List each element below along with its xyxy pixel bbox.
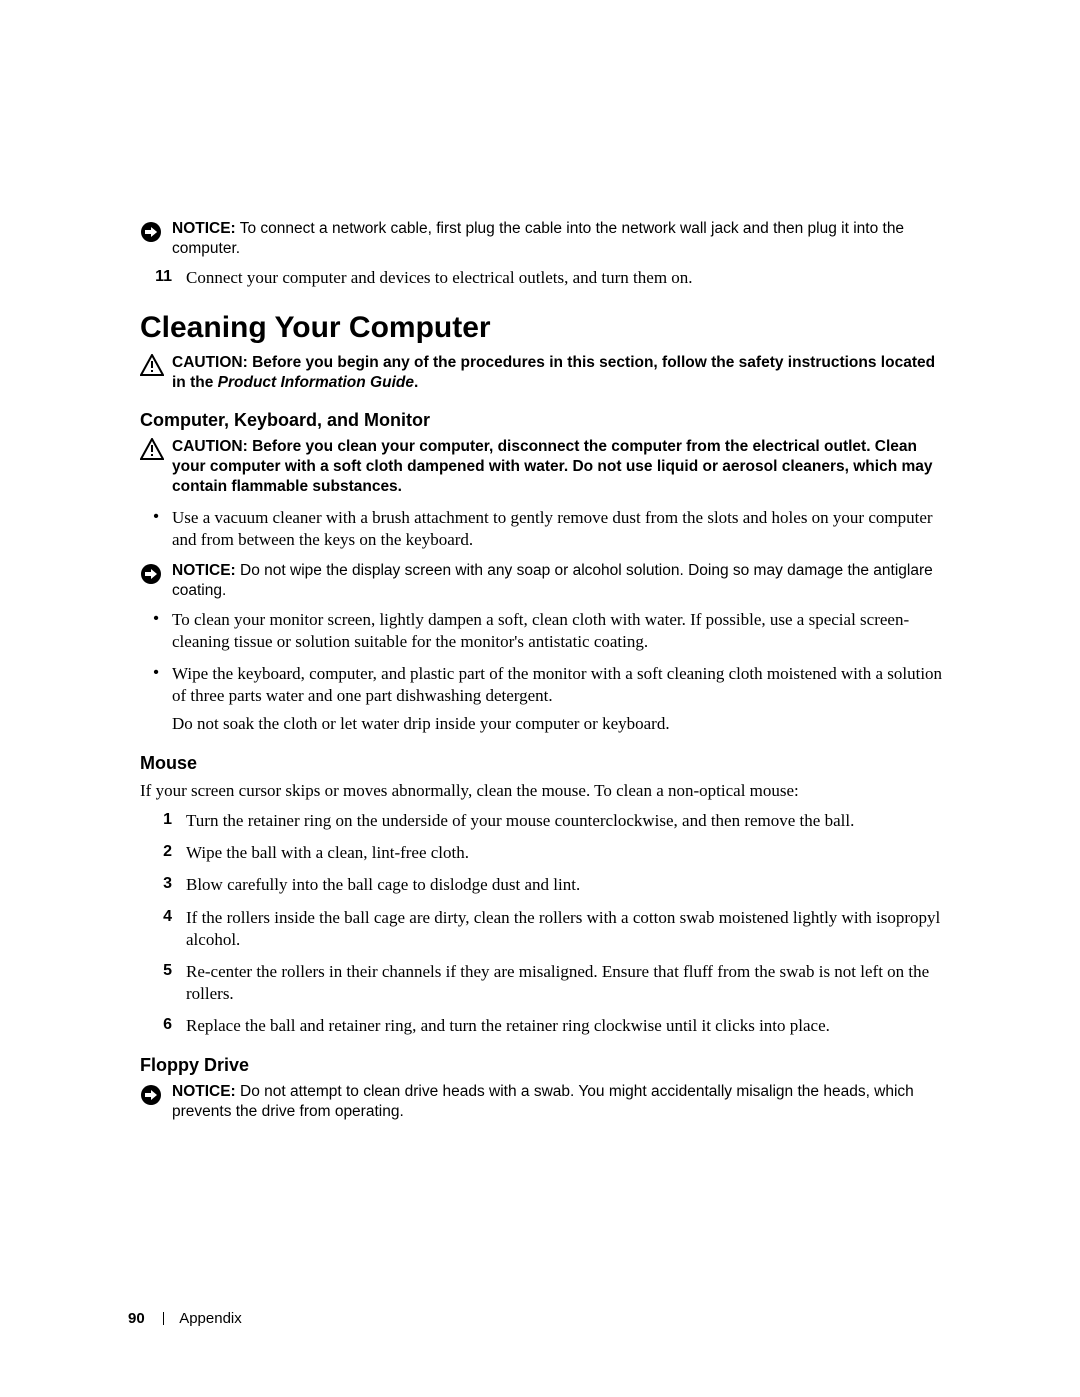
body-paragraph: If your screen cursor skips or moves abn…	[140, 780, 950, 802]
footer-section: Appendix	[179, 1310, 242, 1327]
bullet-item: • Use a vacuum cleaner with a brush atta…	[140, 507, 950, 551]
caution-label: CAUTION:	[172, 354, 248, 371]
step-number: 4	[140, 907, 186, 928]
numbered-step: 5 Re-center the rollers in their channel…	[140, 961, 950, 1005]
notice-body: Do not attempt to clean drive heads with…	[172, 1083, 914, 1120]
caution-text: CAUTION: Before you clean your computer,…	[172, 437, 950, 496]
step-number: 3	[140, 874, 186, 895]
notice-body: To connect a network cable, first plug t…	[172, 220, 904, 257]
step-text: Re-center the rollers in their channels …	[186, 961, 950, 1005]
numbered-step: 6 Replace the ball and retainer ring, an…	[140, 1015, 950, 1037]
bullet-text: To clean your monitor screen, lightly da…	[172, 609, 950, 653]
bullet-text: Wipe the keyboard, computer, and plastic…	[172, 663, 950, 735]
numbered-step: 11 Connect your computer and devices to …	[140, 267, 950, 289]
step-text: If the rollers inside the ball cage are …	[186, 907, 950, 951]
bullet-dot: •	[140, 609, 172, 630]
caution-icon	[140, 353, 172, 376]
notice-label: NOTICE:	[172, 562, 236, 579]
subsection-heading: Mouse	[140, 753, 950, 774]
numbered-step: 1 Turn the retainer ring on the undersid…	[140, 810, 950, 832]
bullet-text-p1: Wipe the keyboard, computer, and plastic…	[172, 663, 950, 707]
subsection-heading: Floppy Drive	[140, 1055, 950, 1076]
notice-icon	[140, 1082, 172, 1106]
notice-label: NOTICE:	[172, 220, 236, 237]
caution-block: CAUTION: Before you clean your computer,…	[140, 437, 950, 496]
notice-block: NOTICE: Do not attempt to clean drive he…	[140, 1082, 950, 1122]
numbered-step: 4 If the rollers inside the ball cage ar…	[140, 907, 950, 951]
notice-icon	[140, 219, 172, 243]
step-text: Connect your computer and devices to ele…	[186, 267, 950, 289]
notice-body: Do not wipe the display screen with any …	[172, 562, 933, 599]
step-number: 6	[140, 1015, 186, 1036]
step-number: 2	[140, 842, 186, 863]
footer-separator	[163, 1312, 164, 1325]
step-text: Wipe the ball with a clean, lint-free cl…	[186, 842, 950, 864]
section-heading: Cleaning Your Computer	[140, 311, 950, 345]
caution-body: Before you clean your computer, disconne…	[172, 438, 933, 495]
bullet-item: • Wipe the keyboard, computer, and plast…	[140, 663, 950, 735]
notice-block: NOTICE: Do not wipe the display screen w…	[140, 561, 950, 601]
notice-text: NOTICE: Do not attempt to clean drive he…	[172, 1082, 950, 1122]
bullet-dot: •	[140, 663, 172, 684]
notice-text: NOTICE: To connect a network cable, firs…	[172, 219, 950, 259]
page-footer: 90 Appendix	[128, 1310, 242, 1327]
caution-label: CAUTION:	[172, 438, 248, 455]
bullet-item: • To clean your monitor screen, lightly …	[140, 609, 950, 653]
caution-icon	[140, 437, 172, 460]
step-text: Replace the ball and retainer ring, and …	[186, 1015, 950, 1037]
page-number: 90	[128, 1310, 145, 1327]
caution-text: CAUTION: Before you begin any of the pro…	[172, 353, 950, 393]
caution-body-post: .	[414, 374, 418, 391]
caution-block: CAUTION: Before you begin any of the pro…	[140, 353, 950, 393]
step-number: 5	[140, 961, 186, 982]
caution-body-italic: Product Information Guide	[218, 374, 414, 391]
step-number: 11	[140, 267, 186, 288]
notice-block: NOTICE: To connect a network cable, firs…	[140, 219, 950, 259]
notice-icon	[140, 561, 172, 585]
bullet-text: Use a vacuum cleaner with a brush attach…	[172, 507, 950, 551]
step-text: Blow carefully into the ball cage to dis…	[186, 874, 950, 896]
numbered-step: 3 Blow carefully into the ball cage to d…	[140, 874, 950, 896]
step-number: 1	[140, 810, 186, 831]
notice-label: NOTICE:	[172, 1083, 236, 1100]
bullet-text-p2: Do not soak the cloth or let water drip …	[172, 713, 950, 735]
numbered-step: 2 Wipe the ball with a clean, lint-free …	[140, 842, 950, 864]
notice-text: NOTICE: Do not wipe the display screen w…	[172, 561, 950, 601]
bullet-dot: •	[140, 507, 172, 528]
document-page: NOTICE: To connect a network cable, firs…	[0, 0, 1080, 1397]
subsection-heading: Computer, Keyboard, and Monitor	[140, 410, 950, 431]
step-text: Turn the retainer ring on the underside …	[186, 810, 950, 832]
